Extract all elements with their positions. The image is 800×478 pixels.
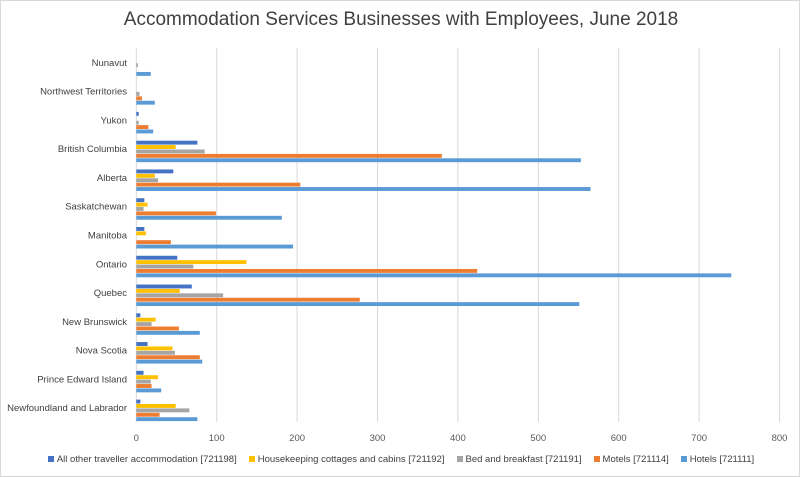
bar: [136, 129, 154, 134]
x-tick-label: 500: [530, 433, 546, 444]
bar: [136, 100, 155, 105]
y-category-label: Nova Scotia: [76, 346, 128, 357]
legend-item: All other traveller accommodation [72119…: [47, 454, 237, 465]
bar: [136, 91, 140, 96]
bar: [136, 120, 139, 125]
y-category-label: Nunavut: [92, 58, 128, 69]
y-category-label: Ontario: [96, 259, 127, 270]
legend-item: Hotels [721111]: [680, 454, 755, 465]
bar: [136, 63, 138, 68]
x-tick-label: 100: [209, 433, 225, 444]
bar: [136, 388, 162, 393]
bar: [136, 355, 200, 360]
bar: [136, 215, 282, 220]
bar: [136, 244, 294, 249]
bar: [136, 330, 200, 335]
bar: [136, 187, 591, 191]
bar: [136, 240, 171, 245]
bar: [136, 169, 174, 174]
x-tick-label: 800: [772, 433, 788, 444]
bar: [136, 207, 144, 211]
bar: [136, 317, 156, 322]
bar: [136, 198, 145, 203]
bar: [136, 404, 176, 408]
bar: [136, 227, 145, 231]
bar: [136, 71, 151, 76]
legend-label: Housekeeping cottages and cabins [721192…: [257, 454, 445, 465]
bar: [136, 408, 190, 413]
bar: [136, 149, 205, 154]
bar: [136, 145, 176, 149]
x-tick-label: 400: [450, 433, 466, 444]
bar: [136, 346, 173, 351]
bar: [136, 342, 148, 346]
bar: [136, 158, 581, 163]
bar: [136, 399, 141, 404]
bar: [136, 96, 142, 101]
bar: [136, 417, 198, 422]
y-category-label: Manitoba: [88, 231, 128, 242]
bar: [136, 153, 442, 158]
y-category-label: British Columbia: [58, 144, 128, 155]
legend-item: Motels [721114]: [593, 454, 669, 465]
y-category-label: New Brunswick: [62, 317, 127, 328]
bar: [136, 359, 203, 364]
bar: [136, 125, 149, 130]
legend-label: Hotels [721111]: [689, 454, 755, 465]
bar: [136, 111, 139, 116]
y-category-label: Yukon: [101, 115, 127, 126]
bar: [136, 350, 175, 355]
y-category-label: Newfoundland and Labrador: [7, 403, 127, 414]
bar: [136, 379, 151, 384]
x-tick-label: 700: [691, 433, 707, 444]
legend-swatch: [456, 456, 463, 462]
legend-item: Bed and breakfast [721191]: [456, 454, 582, 465]
bar: [136, 264, 194, 269]
bar: [136, 260, 247, 265]
legend: All other traveller accommodation [72119…: [1, 454, 800, 465]
x-tick-label: 300: [370, 433, 386, 444]
bar: [136, 231, 146, 236]
bar: [136, 202, 148, 207]
y-category-label: Saskatchewan: [65, 202, 127, 213]
legend-item: Housekeeping cottages and cabins [721192…: [248, 454, 445, 465]
bar: [136, 211, 216, 216]
bar: [136, 370, 144, 375]
y-category-label: Prince Edward Island: [37, 374, 127, 385]
legend-swatch: [593, 456, 600, 462]
bar: [136, 284, 192, 289]
legend-swatch: [248, 456, 255, 462]
bar: [136, 302, 580, 307]
bar: [136, 384, 152, 388]
y-category-label: Quebec: [94, 288, 128, 299]
bar: [136, 412, 160, 417]
y-category-label: Alberta: [97, 173, 128, 184]
legend-label: Bed and breakfast [721191]: [465, 454, 582, 465]
bar: [136, 173, 155, 178]
x-tick-label: 200: [289, 433, 305, 444]
x-tick-label: 0: [134, 433, 139, 444]
bar: [136, 178, 159, 183]
chart-title: Accommodation Services Businesses with E…: [123, 9, 679, 30]
legend-swatch: [47, 456, 54, 462]
bar: [136, 326, 179, 331]
bar: [136, 297, 360, 302]
bar: [136, 140, 198, 145]
bar: [136, 255, 178, 260]
bar: [136, 375, 159, 380]
bar: [136, 268, 478, 273]
bar: [136, 293, 224, 298]
bar: [136, 273, 732, 278]
bar: [136, 288, 180, 293]
bar: [136, 313, 141, 318]
legend-label: Motels [721114]: [602, 454, 669, 465]
bar: [136, 182, 301, 187]
bar: [136, 322, 152, 327]
x-tick-label: 600: [611, 433, 627, 444]
legend-label: All other traveller accommodation [72119…: [56, 454, 237, 465]
y-category-label: Northwest Territories: [40, 87, 127, 98]
legend-swatch: [680, 456, 687, 462]
